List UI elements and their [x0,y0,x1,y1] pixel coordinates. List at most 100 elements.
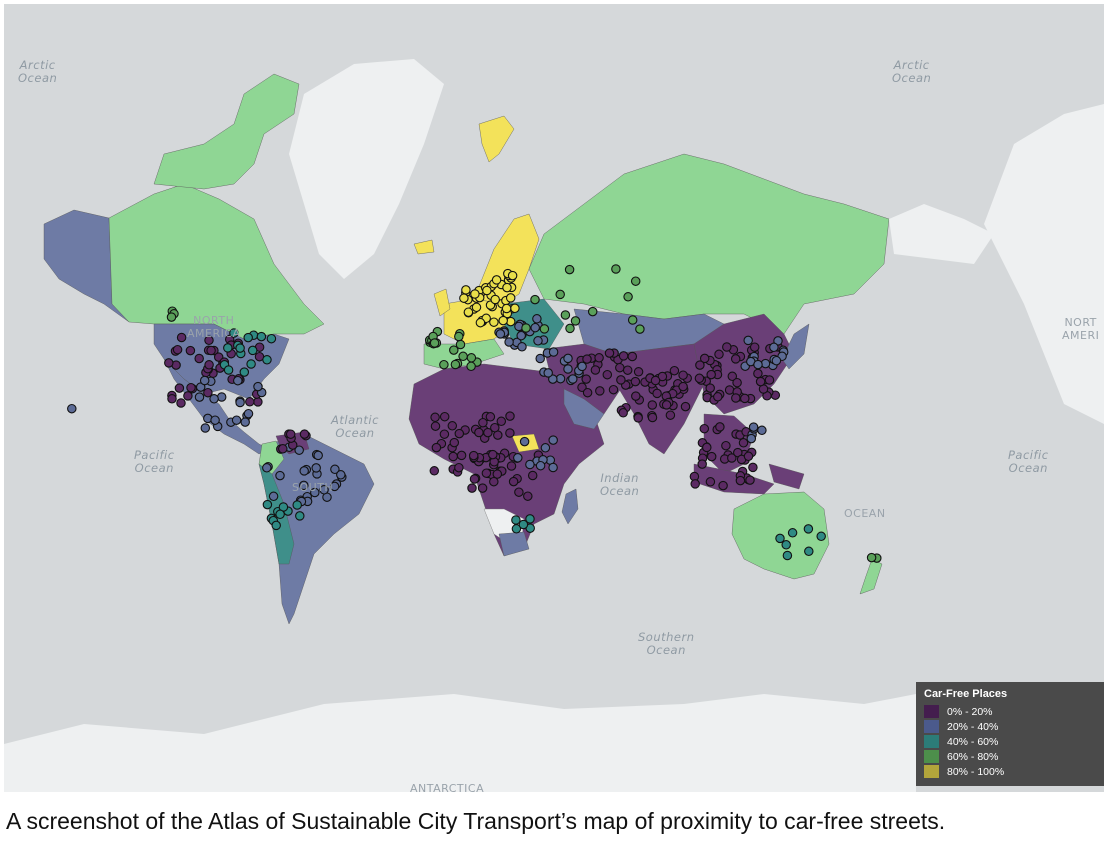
city-dot[interactable] [530,294,540,305]
city-dot[interactable] [702,442,712,453]
city-dot[interactable] [527,470,538,481]
city-dot[interactable] [595,386,605,396]
canada-arctic-islands[interactable] [153,73,300,190]
city-dot[interactable] [611,264,621,274]
city-dot[interactable] [727,453,737,463]
city-dot[interactable] [753,359,763,370]
city-dot[interactable] [748,462,758,473]
city-dot[interactable] [313,450,323,461]
city-dot[interactable] [782,550,793,561]
city-dot[interactable] [470,289,480,299]
city-dot[interactable] [506,461,517,471]
city-dot[interactable] [477,483,488,493]
city-dot[interactable] [235,343,245,353]
city-dot[interactable] [627,315,638,325]
city-dot[interactable] [577,382,587,393]
city-dot[interactable] [724,385,735,395]
city-dot[interactable] [299,429,310,439]
city-dot[interactable] [755,376,766,387]
city-dot[interactable] [275,509,285,520]
city-dot[interactable] [623,292,633,302]
city-dot[interactable] [699,353,710,364]
city-dot[interactable] [203,387,213,398]
city-dot[interactable] [330,464,340,475]
city-dot[interactable] [166,312,177,322]
city-dot[interactable] [292,500,302,510]
city-dot[interactable] [669,365,680,376]
city-dot[interactable] [563,364,573,374]
svalbard-region[interactable] [478,115,515,163]
city-dot[interactable] [231,415,242,425]
city-dot[interactable] [735,475,746,486]
city-dot[interactable] [256,331,267,342]
city-dot[interactable] [172,344,183,355]
city-dot[interactable] [485,412,496,422]
city-dot[interactable] [204,360,214,370]
city-dot[interactable] [514,487,524,497]
city-dot[interactable] [329,481,340,492]
canada-region[interactable] [108,183,325,340]
city-dot[interactable] [459,293,469,303]
city-dot[interactable] [570,316,581,326]
alaska-region[interactable] [43,209,130,323]
city-dot[interactable] [505,293,516,303]
city-dot[interactable] [469,474,480,484]
city-dot[interactable] [266,333,277,344]
city-dot[interactable] [511,524,522,534]
city-dot[interactable] [678,381,688,392]
city-dot[interactable] [502,282,512,293]
city-dot[interactable] [495,329,506,339]
city-dot[interactable] [661,400,672,410]
iceland-region[interactable] [413,239,435,255]
city-dot[interactable] [727,371,738,382]
city-dot[interactable] [816,531,826,542]
city-dot[interactable] [488,449,498,460]
city-dot[interactable] [262,463,272,473]
city-dot[interactable] [706,451,717,462]
city-dot[interactable] [650,375,661,386]
madagascar-region[interactable] [561,488,579,525]
city-dot[interactable] [582,354,592,364]
city-dot[interactable] [507,270,518,281]
city-dot[interactable] [535,460,546,471]
city-dot[interactable] [615,362,625,373]
city-dot[interactable] [294,445,304,455]
city-dot[interactable] [521,323,531,333]
city-dot[interactable] [633,413,643,423]
city-dot[interactable] [271,520,281,531]
city-dot[interactable] [505,411,515,421]
city-dot[interactable] [431,442,442,453]
city-dot[interactable] [590,365,601,375]
city-dot[interactable] [199,375,210,386]
city-dot[interactable] [775,533,785,544]
city-dot[interactable] [618,408,628,418]
city-dot[interactable] [543,368,553,378]
city-dot[interactable] [787,528,798,538]
city-dot[interactable] [262,355,272,365]
city-dot[interactable] [466,353,477,363]
city-dot[interactable] [652,388,662,399]
city-dot[interactable] [243,408,254,419]
city-dot[interactable] [525,514,535,524]
city-dot[interactable] [253,397,263,407]
papua-region[interactable] [768,463,805,490]
city-dot[interactable] [247,345,258,356]
city-dot[interactable] [310,487,320,498]
city-dot[interactable] [454,428,465,439]
city-dot[interactable] [555,373,566,384]
city-dot[interactable] [430,412,440,423]
africa-region[interactable] [408,363,605,557]
city-dot[interactable] [450,359,461,370]
city-dot[interactable] [516,330,526,341]
city-dot[interactable] [757,425,767,436]
city-dot[interactable] [319,485,329,495]
city-dot[interactable] [501,303,512,314]
city-dot[interactable] [490,422,500,433]
city-dot[interactable] [463,307,474,317]
city-dot[interactable] [429,466,440,476]
city-dot[interactable] [740,393,750,404]
city-dot[interactable] [555,289,565,300]
city-dot[interactable] [568,374,578,384]
city-dot[interactable] [448,451,458,462]
city-dot[interactable] [602,369,613,380]
